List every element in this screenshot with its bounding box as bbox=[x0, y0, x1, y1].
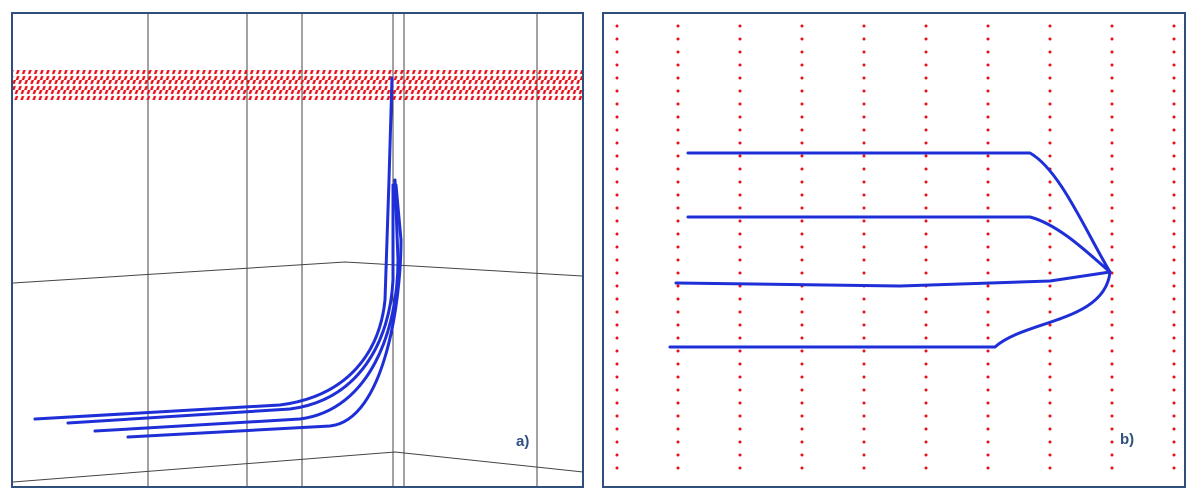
well-paths bbox=[33, 76, 403, 439]
panel-a: a) bbox=[11, 12, 584, 488]
panel-label: b) bbox=[1120, 431, 1134, 448]
panel-label: a) bbox=[516, 433, 529, 450]
panel-frame bbox=[602, 12, 1186, 488]
perspective-grid bbox=[13, 14, 582, 486]
panel-b: b) bbox=[602, 12, 1186, 488]
receiver-lines bbox=[615, 24, 1176, 482]
well-paths bbox=[668, 151, 1112, 349]
receiver-band bbox=[13, 70, 582, 100]
